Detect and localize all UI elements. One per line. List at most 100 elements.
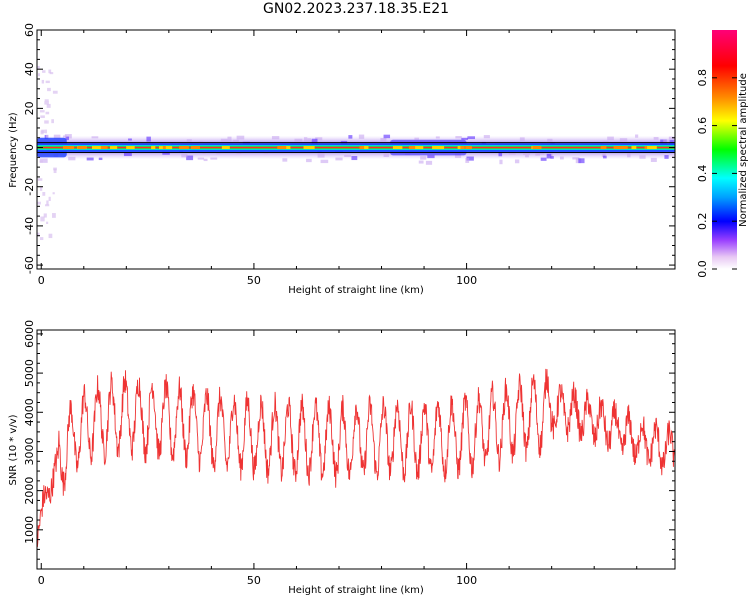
- spectral-speckle: [46, 200, 49, 205]
- spectral-speckle: [303, 137, 308, 142]
- spectral-speckle: [44, 129, 48, 134]
- spectral-speckle: [37, 201, 41, 205]
- spectral-speckle: [37, 178, 43, 181]
- spectral-speckle: [40, 130, 44, 135]
- spectral-speckle: [559, 156, 564, 160]
- spectral-peak: [364, 146, 369, 150]
- spectral-speckle: [535, 152, 540, 156]
- spectral-speckle: [53, 134, 61, 140]
- spectral-speckle: [499, 159, 503, 165]
- spectral-speckle: [48, 69, 52, 74]
- spectral-speckle: [320, 159, 329, 164]
- spectral-speckle: [425, 160, 433, 165]
- spectral-peak: [392, 146, 403, 150]
- spectral-speckle: [467, 136, 475, 140]
- spectral-speckle: [53, 168, 57, 174]
- spectral-speckle: [461, 137, 469, 140]
- colorbar-tick-label: 0.4: [696, 165, 709, 183]
- spectral-speckle: [344, 154, 352, 157]
- spectral-speckle: [40, 216, 45, 222]
- spectral-speckle: [271, 136, 280, 140]
- spectral-speckle: [46, 221, 49, 224]
- spectral-speckle: [603, 151, 607, 156]
- spectral-speckle: [51, 119, 54, 124]
- y-tick-label: 2000: [23, 477, 36, 505]
- spectral-speckle: [37, 73, 41, 77]
- spectral-speckle: [39, 237, 44, 241]
- snr-series-line: [37, 368, 675, 548]
- spectral-speckle: [351, 156, 358, 161]
- spectral-speckle: [519, 137, 525, 141]
- spectral-speckle: [146, 136, 151, 142]
- spectral-speckle: [650, 157, 657, 162]
- spectral-speckle: [418, 160, 424, 164]
- x-tick-label: 0: [38, 574, 45, 587]
- spectral-speckle: [673, 140, 675, 143]
- spectral-speckle: [294, 138, 303, 143]
- spectral-speckle: [37, 232, 40, 237]
- spectral-speckle: [42, 192, 46, 196]
- spectral-speckle: [525, 155, 529, 158]
- snr-ylabel: SNR (10 * v/v): [8, 414, 19, 485]
- spectral-speckle: [508, 151, 516, 155]
- spectral-speckle: [427, 155, 435, 159]
- colorbar: 0.0 0.2 0.4 0.6 0.8 Normalized spectral ampl…: [696, 30, 749, 278]
- spectral-peak: [62, 146, 68, 150]
- spectral-peak: [613, 146, 622, 150]
- spectral-speckle: [668, 136, 675, 140]
- spectral-speckle: [466, 156, 474, 161]
- spectral-speckle: [203, 158, 208, 162]
- y-tick-label: -40: [23, 217, 36, 235]
- spectral-peak: [162, 146, 168, 150]
- spectral-speckle: [523, 152, 530, 155]
- spectral-speckle: [282, 158, 288, 162]
- y-tick-label: 40: [23, 62, 36, 76]
- spectral-speckle: [64, 134, 72, 139]
- spectral-speckle: [455, 136, 462, 139]
- spectral-peak: [151, 146, 156, 150]
- spectral-speckle: [162, 151, 170, 155]
- spectral-speckle: [46, 134, 49, 139]
- spectrogram-ticks: 0 50 100 -60 -40 -20 0 20 40 60: [23, 23, 675, 287]
- spectral-speckle: [603, 155, 607, 159]
- spectral-speckle: [572, 157, 580, 160]
- spectral-peak: [66, 146, 75, 150]
- spectrogram-heatmap: [37, 65, 675, 241]
- spectral-speckle: [383, 134, 391, 139]
- x-tick-label: 0: [38, 274, 45, 287]
- y-tick-label: 0: [23, 144, 36, 151]
- snr-xlabel: Height of straight line (km): [288, 585, 424, 596]
- spectral-speckle: [635, 134, 639, 138]
- spectral-peak: [436, 146, 445, 150]
- colorbar-gradient: [712, 30, 737, 269]
- y-tick-label: 20: [23, 101, 36, 115]
- spectral-speckle: [306, 158, 312, 163]
- spectral-speckle: [546, 153, 552, 159]
- spectral-speckle: [465, 157, 470, 163]
- spectral-peak: [190, 146, 200, 150]
- spectral-speckle: [186, 139, 192, 143]
- spectral-speckle: [547, 138, 553, 144]
- spectral-speckle: [68, 156, 76, 161]
- y-tick-label: 3000: [23, 437, 36, 465]
- spectral-speckle: [197, 157, 205, 160]
- colorbar-label: Normalized spectral amplitude: [738, 73, 749, 227]
- spectral-speckle: [39, 160, 43, 163]
- spectral-speckle: [39, 158, 48, 163]
- spectral-speckle: [98, 157, 103, 161]
- colorbar-tick-label: 0.0: [696, 260, 709, 278]
- snr-frame: [36, 329, 676, 570]
- spectral-peak: [460, 146, 465, 150]
- spectral-peak: [600, 146, 607, 150]
- spectral-speckle: [358, 134, 365, 139]
- spectral-speckle: [348, 135, 353, 139]
- spectral-peak: [179, 146, 189, 150]
- spectral-speckle: [41, 79, 45, 84]
- spectral-peak: [647, 146, 657, 150]
- spectral-speckle: [52, 90, 58, 94]
- spectral-peak: [309, 146, 315, 150]
- chart-title: GN02.2023.237.18.35.E21: [262, 1, 450, 17]
- spectral-speckle: [45, 111, 50, 115]
- spectral-speckle: [86, 157, 94, 161]
